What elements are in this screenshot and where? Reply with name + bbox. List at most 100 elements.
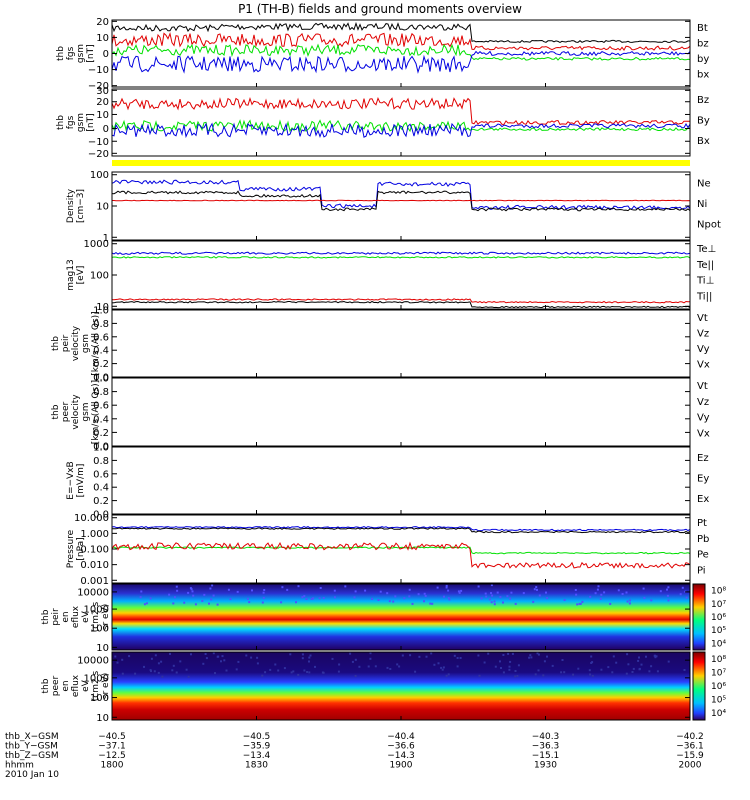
- spectrogram-speck: [386, 592, 389, 595]
- spectrogram-speck: [149, 597, 152, 600]
- y-tick-label: 0: [103, 49, 109, 60]
- peer-spectrogram: [112, 652, 690, 720]
- panel-p6: 1.0 0.8 0.6 0.4 0.2 0.0 thb peer velocity gsm [km/…: [51, 374, 710, 453]
- spectrogram-speck: [637, 659, 640, 662]
- spectrogram-speck: [281, 586, 284, 589]
- panel-p8: 10.000 1.000 0.100 0.010 0.001 Pressure [nPa] P…: [66, 513, 709, 587]
- spectrogram-speck: [502, 671, 505, 674]
- spectrogram-speck: [145, 602, 148, 605]
- spectrogram-speck: [631, 671, 634, 673]
- spectrogram-speck: [509, 597, 512, 600]
- spectrogram-speck: [440, 666, 443, 669]
- y-axis-label: thb: [56, 46, 66, 61]
- spectrogram-speck: [542, 674, 545, 677]
- x-row-label: thb_Z−GSM: [5, 751, 59, 761]
- spectrogram-speck: [414, 670, 417, 673]
- spectrogram-speck: [563, 599, 566, 601]
- spectrogram-speck: [488, 598, 491, 601]
- spectrogram-speck: [656, 670, 659, 673]
- y-tick-label: 1.0: [93, 306, 109, 317]
- spectrogram-speck: [458, 591, 461, 594]
- spectrogram-speck: [305, 598, 308, 600]
- spectrogram-speck: [659, 590, 662, 593]
- spectrogram-speck: [445, 586, 448, 589]
- spectrogram-speck: [175, 585, 178, 588]
- panel-p3: 100 10 1 Density [cm−3] Ne Ni Npot: [66, 170, 721, 244]
- spectrogram-speck: [645, 655, 647, 658]
- y-axis-label: [km/s (All Qs)]: [91, 311, 101, 375]
- spectrogram-speck: [441, 668, 444, 671]
- panel-frame: [111, 309, 691, 378]
- spectrogram-speck: [490, 592, 492, 595]
- colorbar-gradient: [692, 583, 706, 651]
- legend-entry: By: [697, 116, 710, 127]
- spectrogram-speck: [590, 655, 593, 658]
- spectrogram-speck: [589, 673, 592, 676]
- spectrogram-speck: [588, 669, 591, 672]
- spectrogram-speck: [269, 668, 272, 671]
- spectrogram-speck: [303, 595, 306, 598]
- legend-entry: Bt: [697, 23, 708, 34]
- spectrogram-speck: [423, 600, 425, 603]
- spectrogram-speck: [447, 673, 450, 676]
- te-perp-line: [111, 298, 691, 304]
- spectrogram-speck: [490, 584, 493, 587]
- spectrogram-speck: [638, 656, 640, 659]
- spectrogram-speck: [560, 671, 563, 674]
- spectrogram-speck: [263, 589, 266, 591]
- spectrogram-speck: [538, 594, 541, 597]
- y-tick-label: 0.2: [93, 359, 109, 370]
- spectrogram-speck: [510, 591, 513, 594]
- spectrogram-speck: [175, 671, 178, 674]
- spectrogram-speck: [371, 597, 373, 600]
- x-row-value: −40.3: [532, 732, 560, 742]
- y-axis-label: (cm2 s: [91, 601, 101, 632]
- spectrogram-speck: [121, 672, 124, 675]
- y-axis-label: Pressure: [66, 529, 76, 568]
- y-axis-label: fgs: [66, 115, 76, 129]
- x-row-label: thb_Y−GSM: [5, 742, 58, 752]
- spectrogram-speck: [436, 586, 439, 589]
- y-axis-label: eV: [81, 610, 91, 623]
- spectrogram-speck: [297, 673, 300, 676]
- spectrogram-speck: [529, 654, 532, 657]
- y-tick-label: 100: [90, 170, 109, 181]
- spectrogram-speck: [280, 601, 283, 604]
- spectrogram-speck: [425, 655, 428, 658]
- legend-entry: Ey: [697, 474, 709, 485]
- spectrogram-speck: [261, 601, 264, 604]
- spectrogram-speck: [650, 665, 653, 668]
- legend-entry: Pb: [697, 534, 709, 545]
- bx-line: [111, 122, 691, 139]
- x-row-value: −40.2: [676, 732, 704, 742]
- spectrogram-speck: [535, 586, 538, 589]
- x-row-value: −37.1: [98, 742, 126, 752]
- spectrogram-speck: [143, 665, 145, 668]
- spectrogram-speck: [477, 654, 480, 657]
- spectrogram-speck: [251, 589, 253, 592]
- spectrogram-speck: [625, 672, 628, 675]
- spectrogram-speck: [306, 671, 309, 673]
- spectrogram-speck: [576, 603, 579, 606]
- y-axis-label: thb: [51, 404, 61, 419]
- spectrogram-speck: [532, 600, 535, 603]
- spectrogram-speck: [666, 594, 669, 597]
- spectrogram-speck: [176, 589, 179, 592]
- spectrogram-speck: [545, 591, 547, 594]
- panel-frame: [111, 446, 691, 515]
- spectrogram-speck: [210, 598, 213, 601]
- legend-entry: Pt: [697, 518, 707, 529]
- spectrogram-speck: [683, 669, 686, 671]
- spectrogram-speck: [494, 665, 497, 668]
- y-tick-label: 10: [96, 302, 109, 313]
- panel-p4: 1000 100 10 mag13 [eV] Te⊥ Te|| Ti⊥ Ti||: [66, 239, 716, 313]
- spectrogram-speck: [609, 602, 612, 605]
- spectrogram-speck: [189, 587, 192, 590]
- spectrogram-speck: [537, 653, 540, 656]
- spectrogram-speck: [322, 597, 325, 599]
- spectrogram-speck: [217, 655, 220, 658]
- te-par-line: [111, 300, 691, 309]
- y-tick-label: 20: [96, 97, 109, 108]
- y-tick-label: −20: [88, 149, 109, 160]
